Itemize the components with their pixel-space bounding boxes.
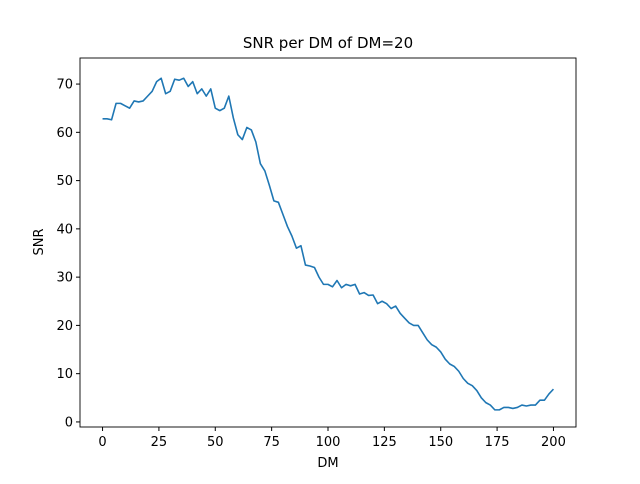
y-tick-label: 70 xyxy=(56,78,73,93)
x-tick-label: 125 xyxy=(372,435,397,450)
x-tick-label: 100 xyxy=(316,435,341,450)
y-tick-label: 10 xyxy=(56,367,73,382)
chart-title: SNR per DM of DM=20 xyxy=(243,34,413,52)
y-axis-label: SNR xyxy=(32,228,47,255)
y-tick-label: 50 xyxy=(56,174,73,189)
y-tick-label: 60 xyxy=(56,126,73,141)
x-tick-label: 0 xyxy=(98,435,106,450)
y-tick-label: 0 xyxy=(65,415,73,430)
x-axis-label: DM xyxy=(317,456,338,471)
y-tick-label: 40 xyxy=(56,222,73,237)
line xyxy=(102,77,555,411)
y-tick-label: 30 xyxy=(56,271,73,286)
x-tick-label: 75 xyxy=(263,435,280,450)
y-tick-label: 20 xyxy=(56,319,73,334)
x-tick-label: 200 xyxy=(541,435,566,450)
x-tick-label: 150 xyxy=(428,435,453,450)
x-tick-label: 50 xyxy=(207,435,224,450)
x-tick-label: 175 xyxy=(485,435,510,450)
plot-frame xyxy=(79,57,577,428)
x-tick-label: 25 xyxy=(151,435,168,450)
